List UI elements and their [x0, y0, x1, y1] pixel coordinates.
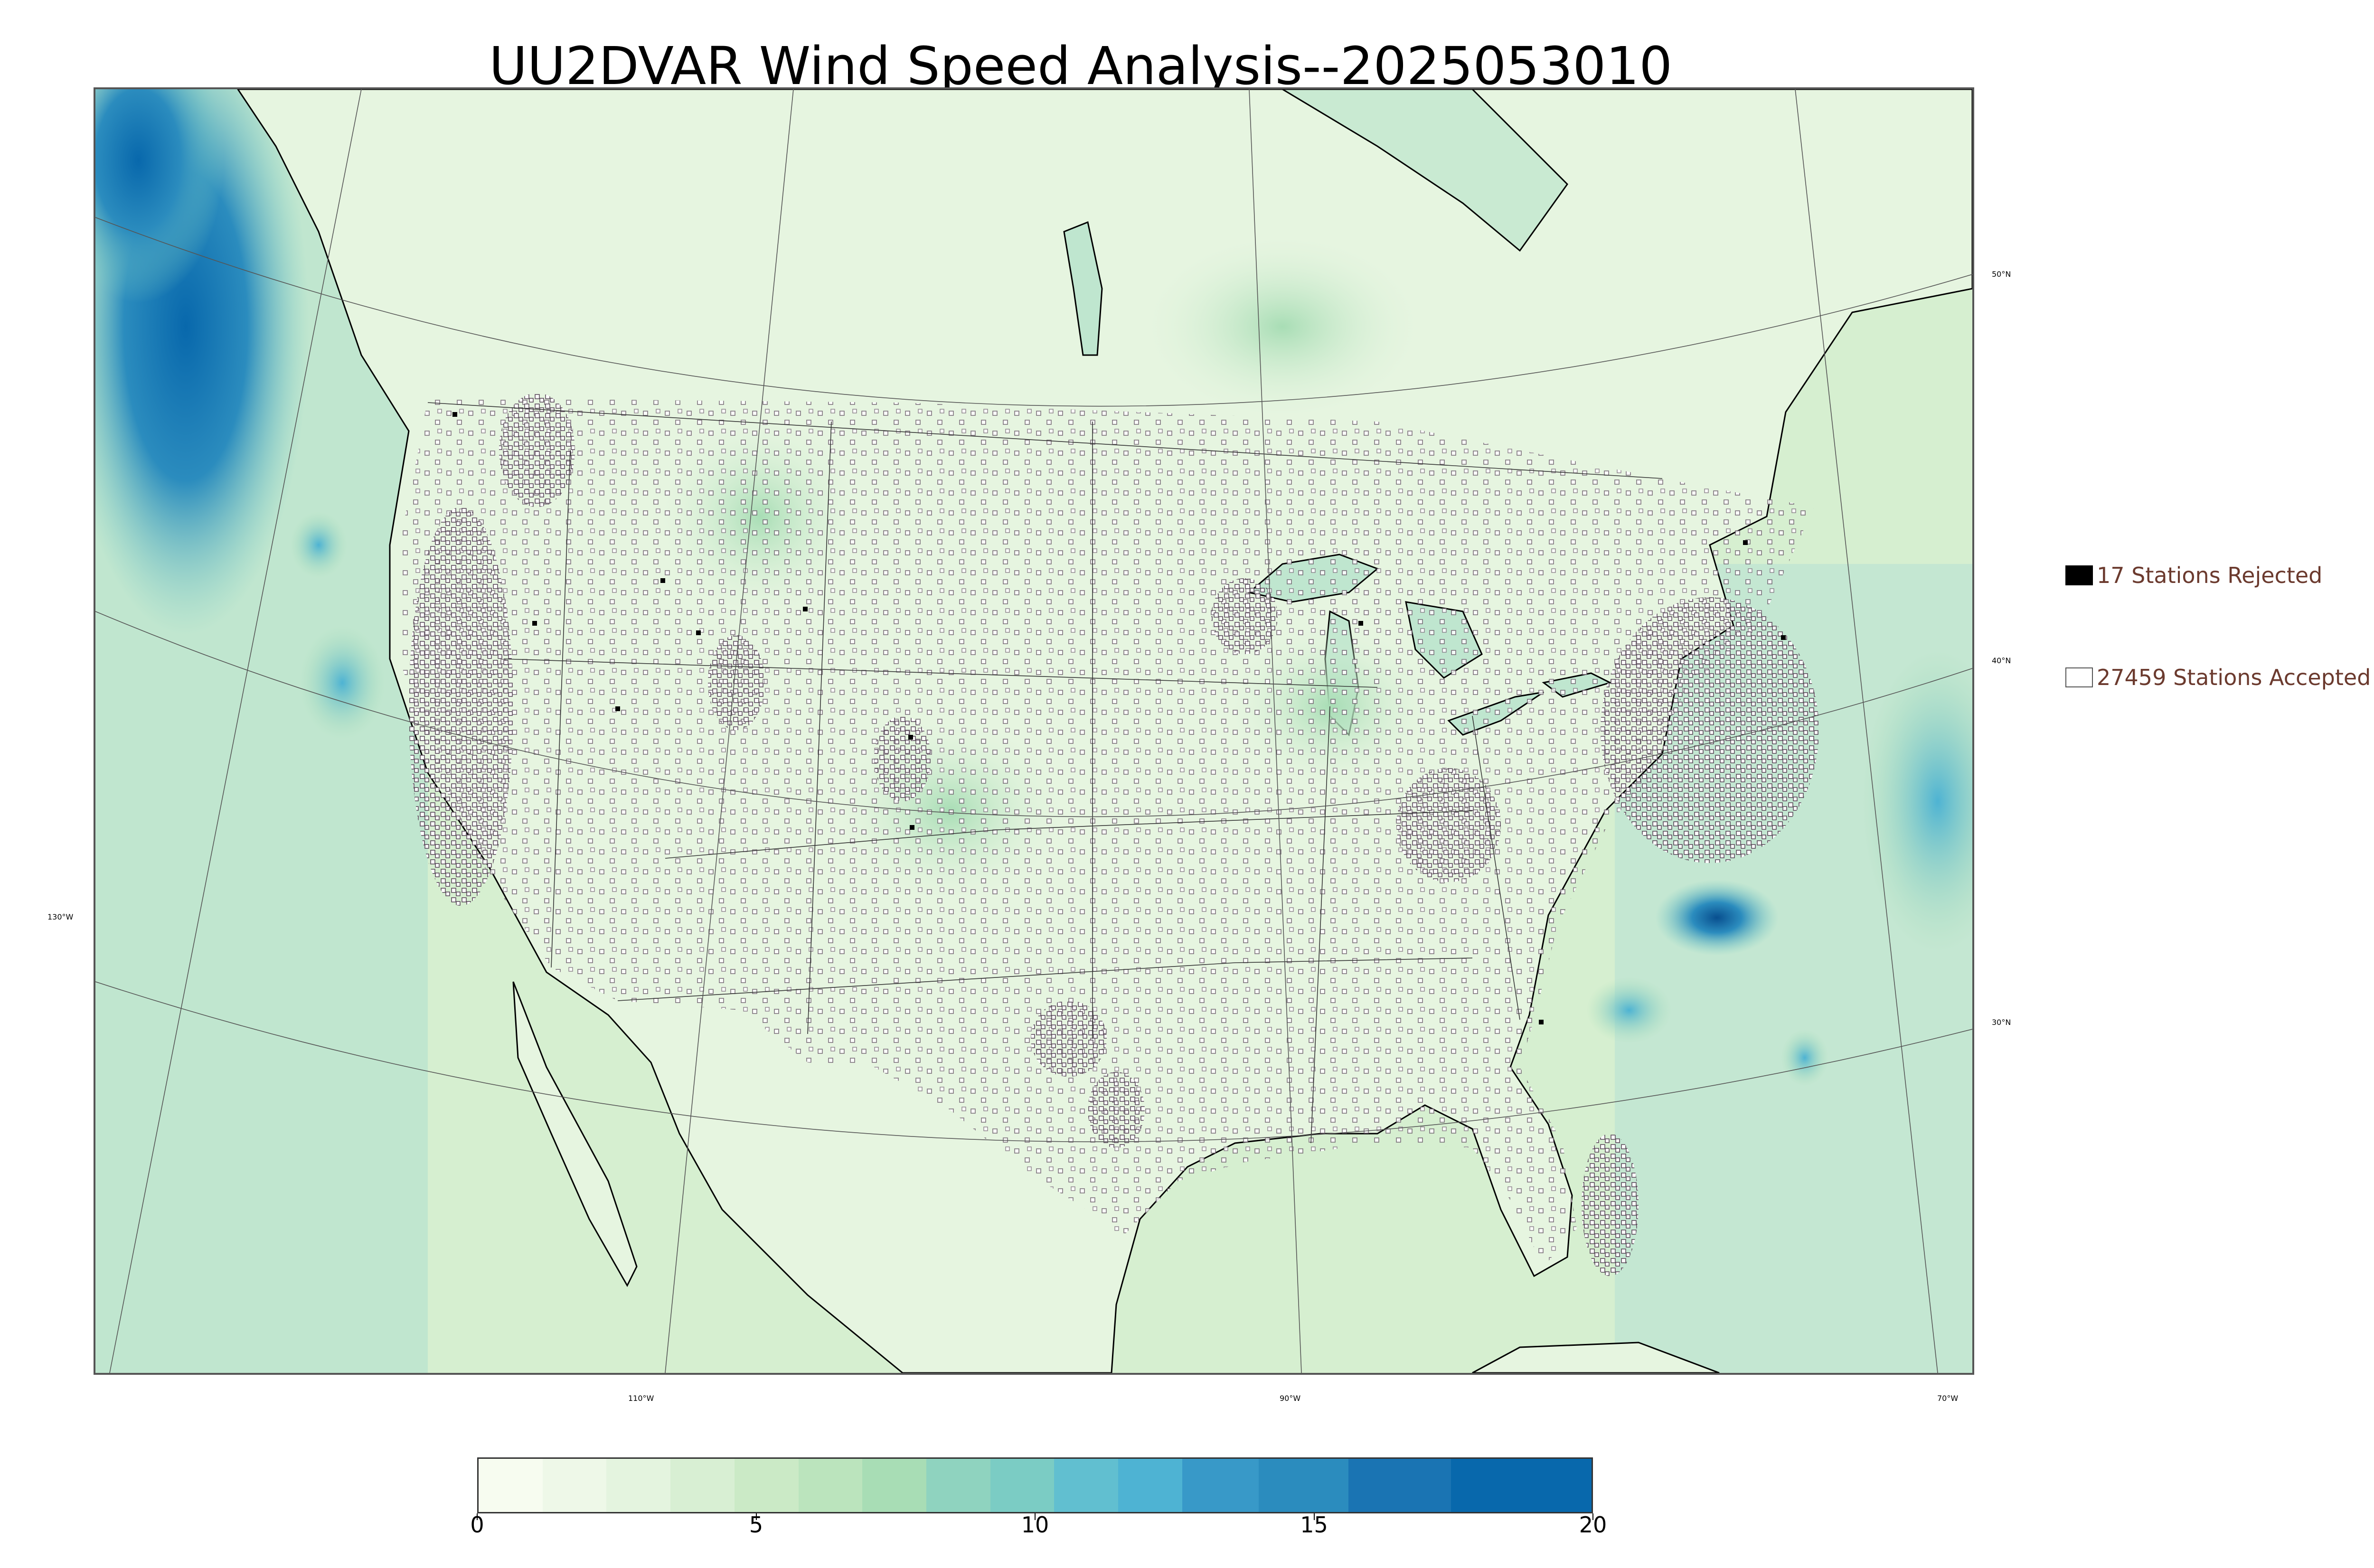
lat-label-30: 30°N: [1992, 1018, 2011, 1027]
graticule-lines: [95, 89, 1972, 1373]
colorbar-segment: [670, 1459, 735, 1512]
rejected-station-markers: [452, 412, 1786, 1024]
baja-peninsula: [512, 981, 638, 1287]
colorbar-tick-label: 5: [749, 1512, 763, 1538]
colorbar-segment: [990, 1459, 1055, 1512]
colorbar-segment: [606, 1459, 671, 1512]
lake-winnipeg: [1063, 221, 1103, 356]
colorbar-segment: [1182, 1459, 1259, 1512]
colorbar-segment: [798, 1459, 863, 1512]
florida-station-cluster: [1582, 1134, 1639, 1276]
wind-speed-map: [94, 87, 1974, 1375]
wind-speed-colorbar: [477, 1457, 1593, 1513]
colorbar-segment: [479, 1459, 543, 1512]
lon-label-130: 130°W: [47, 912, 74, 921]
legend-rejected-label: 17 Stations Rejected: [2097, 563, 2323, 588]
cuba-land: [1472, 1342, 1720, 1373]
hudson-bay: [1281, 89, 1568, 252]
map-title: UU2DVAR Wind Speed Analysis--2025053010: [489, 36, 1673, 96]
colorbar-tick-label: 15: [1300, 1512, 1328, 1538]
lon-label-90: 90°W: [1280, 1394, 1301, 1403]
colorbar-segment: [542, 1459, 607, 1512]
legend-accepted: 27459 Stations Accepted: [2065, 665, 2371, 690]
colorbar-tick-label: 10: [1021, 1512, 1049, 1538]
colorbar-tick-label: 20: [1579, 1512, 1607, 1538]
colorbar-segment: [1118, 1459, 1182, 1512]
colorbar-segment: [862, 1459, 926, 1512]
colorbar-segment: [926, 1459, 990, 1512]
northeast-station-cluster: [1601, 597, 1819, 863]
colorbar-segment: [1054, 1459, 1119, 1512]
west-coast-station-cluster: [409, 507, 513, 906]
rejected-swatch: [2065, 565, 2093, 585]
colorbar-segment: [734, 1459, 799, 1512]
colorbar-tick-mark: [1313, 1513, 1315, 1520]
lon-label-70: 70°W: [1937, 1394, 1959, 1403]
colorbar-segment: [1348, 1459, 1451, 1512]
atlantic-high-wind: [1655, 880, 1779, 956]
lat-label-50: 50°N: [1992, 270, 2011, 279]
colorbar-segment: [1451, 1459, 1592, 1512]
colorbar-tick-mark: [755, 1513, 757, 1520]
state-borders: [427, 402, 1663, 1144]
legend-rejected: 17 Stations Rejected: [2065, 563, 2322, 588]
colorbar-tick-label: 0: [470, 1512, 484, 1538]
accepted-station-markers: [399, 398, 1814, 1267]
map-canvas: [95, 89, 1972, 1373]
lat-label-40: 40°N: [1992, 656, 2011, 665]
colorbar-tick-mark: [1035, 1513, 1036, 1520]
legend-accepted-label: 27459 Stations Accepted: [2097, 665, 2371, 690]
accepted-swatch: [2065, 667, 2093, 687]
colorbar-tick-mark: [477, 1513, 478, 1520]
lon-label-110: 110°W: [628, 1394, 654, 1403]
colorbar-segment: [1259, 1459, 1348, 1512]
colorbar-tick-mark: [1592, 1513, 1593, 1520]
